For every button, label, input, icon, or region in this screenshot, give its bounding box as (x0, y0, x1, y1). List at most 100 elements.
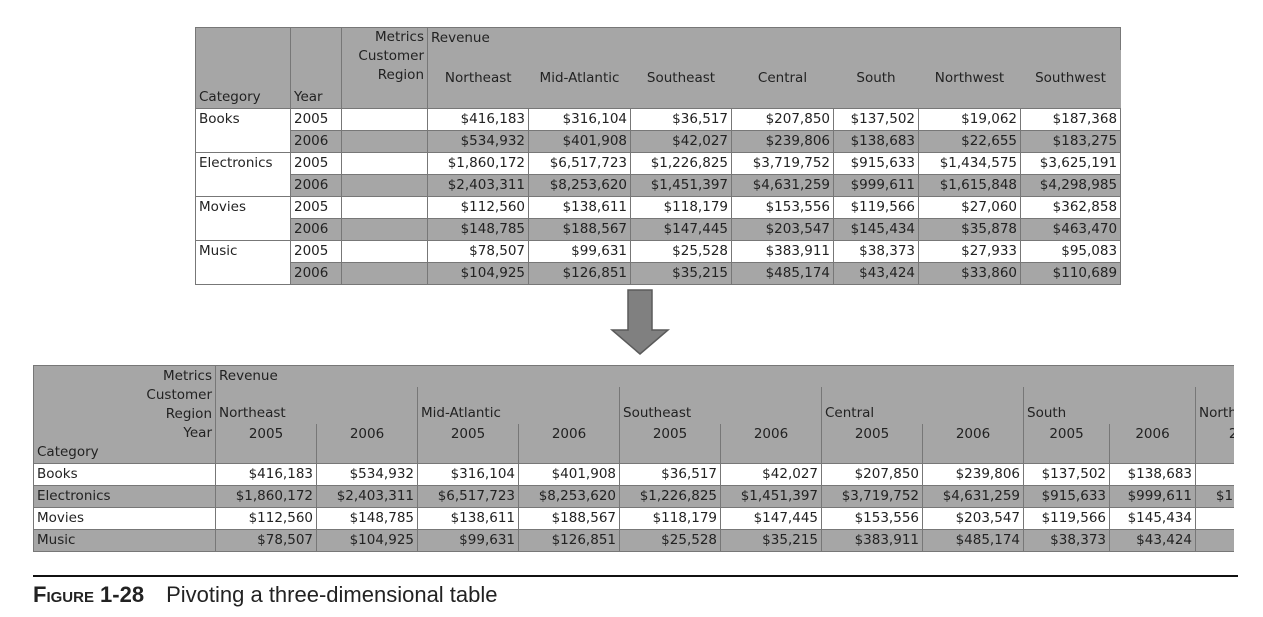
data-row: Books 2005 $416,183 $316,104 $36,517 $207,850… (195, 108, 1122, 153)
cell: $316,104 (417, 463, 519, 486)
year-header: 2006 (316, 424, 418, 445)
cell: $27,933 (918, 240, 1021, 263)
cell: $188,567 (518, 507, 620, 530)
cell (341, 240, 428, 263)
cell: $999,611 (1109, 485, 1196, 508)
data-row: Music 2005 $78,507 $99,631 $25,528 $383,911 $3… (195, 240, 1122, 285)
figure-caption: Pivoting a three-dimensional table (166, 582, 498, 607)
header-cell: Category (195, 27, 291, 109)
cell: $1,434,575 (1194, 485, 1234, 508)
group-header: Northeast (215, 387, 418, 424)
top-table: Category Year Metrics Customer Region Revenue… (195, 26, 1122, 285)
row-header: Movies (33, 507, 216, 530)
cell: $999,611 (833, 174, 919, 197)
cell: $207,850 (821, 463, 923, 486)
header-cell (518, 445, 620, 464)
header-cell (821, 445, 923, 464)
cell (341, 152, 428, 175)
cell: $203,547 (922, 507, 1024, 530)
cell: $118,179 (630, 196, 732, 219)
row-header: Music (33, 529, 216, 552)
cell: $3,719,752 (731, 152, 834, 175)
cell: $153,556 (731, 196, 834, 219)
group-header: Mid-Atlantic (417, 387, 620, 424)
cell: $147,445 (630, 218, 732, 241)
data-row: Music $78,507 $104,925 $99,631 $126,851 $25,5… (33, 529, 1234, 552)
header-label: Customer (358, 48, 424, 64)
cell: $383,911 (731, 240, 834, 263)
bottom-table: Metrics Customer Region Year Category Revenue… (33, 365, 1234, 552)
year-header: 2005 (417, 424, 519, 445)
cell (341, 108, 428, 131)
cell: $362,858 (1019, 196, 1122, 219)
column-header: Southeast (630, 49, 732, 109)
header-cell: Revenue (426, 26, 1122, 50)
row-header: 2006 (290, 218, 342, 241)
header-row: Category Year Metrics Customer Region Revenue (195, 26, 1122, 109)
group-header: Central (821, 387, 1024, 424)
cell: $4,631,259 (922, 485, 1024, 508)
group-header: South (1023, 387, 1196, 424)
group-header: Southeast (619, 387, 822, 424)
cell: $6,517,723 (528, 152, 631, 175)
figure-label: Figure 1-28 (33, 582, 145, 607)
header-cell: Metrics Customer Region (341, 27, 428, 109)
cell: $383,911 (821, 529, 923, 552)
data-row: Movies 2005 $112,560 $138,611 $118,179 $153,5… (195, 196, 1122, 241)
data-row: Electronics $1,860,172 $2,403,311 $6,517,72… (33, 485, 1234, 508)
cell: $187,368 (1019, 108, 1122, 131)
cell: $4,298,985 (1019, 174, 1122, 197)
row-header: 2006 (290, 130, 342, 153)
header-label: Customer (146, 387, 212, 403)
header-row: Metrics Customer Region Year Category Revenue (33, 365, 1234, 464)
cell: $145,434 (1109, 507, 1196, 530)
row-header: Electronics (33, 485, 216, 508)
header-cell (215, 445, 317, 464)
year-header: 2005 (1194, 424, 1234, 445)
cell: $110,689 (1019, 262, 1122, 285)
cell: $126,851 (528, 262, 631, 285)
cell: $316,104 (528, 108, 631, 131)
cell: $36,517 (619, 463, 721, 486)
cell: $36,517 (630, 108, 732, 131)
row-header: 2006 (290, 262, 342, 285)
cell: $463,470 (1019, 218, 1122, 241)
row-header: 2005 (290, 108, 342, 131)
year-header: 2005 (821, 424, 923, 445)
cell: $8,253,620 (518, 485, 620, 508)
cell: $416,183 (427, 108, 529, 131)
header-row: Northeast Mid-Atlantic Southeast Central Sou… (34, 387, 1234, 424)
header-label: Region (165, 406, 212, 422)
cell (341, 130, 428, 153)
year-header: 2005 (215, 424, 317, 445)
cell: $38,373 (1023, 529, 1110, 552)
cell: $207,850 (731, 108, 834, 131)
cell: $118,179 (619, 507, 721, 530)
header-cell: Revenue (214, 365, 1234, 387)
cell: $148,785 (316, 507, 418, 530)
cell: $239,806 (731, 130, 834, 153)
cell: $112,560 (427, 196, 529, 219)
header-cell (1194, 445, 1234, 464)
year-header: 2005 (1023, 424, 1110, 445)
row-header: Electronics (195, 152, 291, 197)
cell: $3,625,191 (1019, 152, 1122, 175)
cell: $104,925 (427, 262, 529, 285)
data-row: 2006 $2,403,311 $8,253,620 $1,451,397 $4,631… (196, 174, 1122, 197)
cell: $112,560 (215, 507, 317, 530)
row-header: Books (33, 463, 216, 486)
cell: $138,611 (417, 507, 519, 530)
cell: $138,683 (833, 130, 919, 153)
cell: $138,611 (528, 196, 631, 219)
year-header: 2006 (1109, 424, 1196, 445)
cell: $145,434 (833, 218, 919, 241)
cell: $35,215 (630, 262, 732, 285)
year-header: 2006 (518, 424, 620, 445)
cell: $42,027 (630, 130, 732, 153)
year-header: 2005 (619, 424, 721, 445)
row-header: 2005 (290, 152, 342, 175)
cell: $6,517,723 (417, 485, 519, 508)
cell: $19,062 (918, 108, 1021, 131)
cell: $33,860 (918, 262, 1021, 285)
